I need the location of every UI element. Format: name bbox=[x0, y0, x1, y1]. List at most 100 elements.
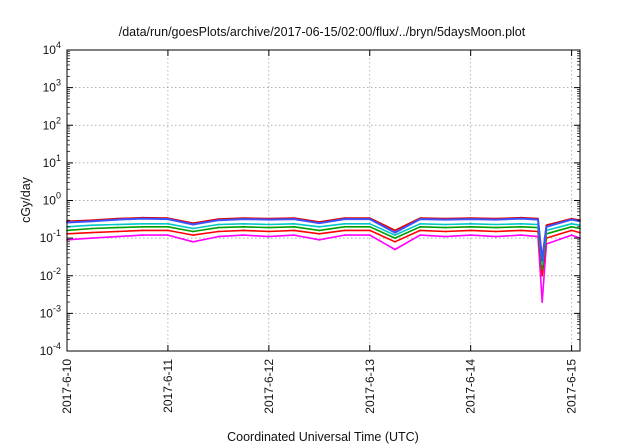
data-point bbox=[318, 229, 321, 232]
series-line bbox=[66, 229, 581, 277]
data-point bbox=[541, 263, 544, 266]
data-point bbox=[242, 225, 245, 228]
data-point bbox=[293, 225, 295, 228]
data-point bbox=[242, 222, 245, 225]
data-point bbox=[419, 225, 422, 228]
data-point bbox=[394, 248, 396, 251]
data-point bbox=[444, 235, 447, 238]
data-point bbox=[217, 219, 220, 222]
data-point bbox=[116, 235, 119, 238]
data-point bbox=[520, 217, 523, 220]
y-tick-label: 10-4 bbox=[40, 341, 61, 358]
data-point bbox=[570, 218, 573, 221]
y-tick-label: 10-2 bbox=[40, 266, 61, 283]
data-point bbox=[267, 230, 270, 233]
data-point bbox=[267, 235, 270, 238]
data-point bbox=[541, 268, 544, 271]
x-tick-label: 2017-6-10 bbox=[60, 359, 74, 414]
data-point bbox=[167, 225, 169, 228]
data-point bbox=[116, 226, 119, 229]
tick-layer: 10-4 10-3 10-2 10-1 100 101 102 103 104 2017-6-10… bbox=[40, 40, 580, 414]
y-tick-label: 10-3 bbox=[40, 303, 61, 320]
data-point bbox=[141, 225, 144, 228]
data-point bbox=[242, 234, 245, 237]
data-point bbox=[91, 231, 94, 234]
data-point bbox=[444, 226, 447, 229]
data-point bbox=[217, 223, 220, 226]
data-point bbox=[570, 222, 573, 225]
data-point bbox=[343, 234, 346, 237]
data-point bbox=[141, 234, 144, 237]
data-point bbox=[343, 229, 346, 232]
y-tick-label: 101 bbox=[43, 153, 61, 170]
data-point bbox=[520, 222, 523, 225]
y-tick-label: 103 bbox=[43, 78, 61, 95]
data-point bbox=[444, 223, 447, 226]
data-point bbox=[343, 222, 346, 225]
data-point bbox=[293, 229, 295, 232]
data-point bbox=[520, 234, 523, 237]
data-point bbox=[318, 232, 321, 235]
grid-layer bbox=[66, 50, 580, 351]
data-point bbox=[394, 234, 396, 237]
data-point bbox=[495, 218, 497, 221]
data-point bbox=[217, 230, 220, 233]
data-point bbox=[116, 230, 119, 233]
data-point bbox=[217, 235, 220, 238]
data-point bbox=[293, 234, 295, 237]
data-point bbox=[343, 218, 346, 221]
x-tick-label: 2017-6-15 bbox=[565, 359, 579, 414]
data-point bbox=[520, 225, 523, 228]
data-point bbox=[368, 225, 371, 228]
data-point bbox=[141, 217, 144, 220]
data-point bbox=[394, 231, 396, 234]
data-point bbox=[293, 218, 295, 221]
data-point bbox=[217, 226, 220, 229]
data-point bbox=[116, 223, 119, 226]
data-point bbox=[192, 223, 195, 226]
series-line bbox=[66, 217, 581, 262]
data-point bbox=[167, 234, 169, 237]
data-point bbox=[318, 222, 321, 225]
data-point bbox=[541, 259, 544, 262]
y-axis-title: cGy/day bbox=[19, 176, 33, 223]
data-point bbox=[444, 230, 447, 233]
data-point bbox=[469, 218, 472, 221]
series-layer bbox=[66, 216, 581, 303]
data-point bbox=[570, 234, 573, 237]
data-point bbox=[419, 234, 422, 237]
data-point bbox=[394, 237, 396, 240]
data-point bbox=[293, 222, 295, 225]
data-point bbox=[116, 218, 119, 221]
data-point bbox=[267, 226, 270, 229]
data-point bbox=[267, 218, 270, 221]
data-point bbox=[141, 229, 144, 232]
data-point bbox=[91, 224, 94, 227]
y-tick-label: 104 bbox=[43, 40, 61, 57]
data-point bbox=[167, 229, 169, 232]
data-point bbox=[495, 223, 497, 226]
x-tick-label: 2017-6-14 bbox=[464, 359, 478, 414]
data-point bbox=[444, 218, 447, 221]
data-point bbox=[91, 220, 94, 223]
data-point bbox=[167, 218, 169, 221]
data-point bbox=[192, 240, 195, 243]
data-point bbox=[537, 218, 539, 221]
data-point bbox=[570, 225, 573, 228]
data-point bbox=[192, 227, 195, 230]
data-point bbox=[469, 234, 472, 237]
data-point bbox=[192, 234, 195, 237]
data-point bbox=[469, 229, 472, 232]
data-point bbox=[242, 218, 245, 221]
data-point bbox=[469, 225, 472, 228]
data-point bbox=[368, 229, 371, 232]
data-point bbox=[368, 234, 371, 237]
chart-title: /data/run/goesPlots/archive/2017-06-15/0… bbox=[119, 25, 526, 39]
data-point bbox=[419, 222, 422, 225]
data-point bbox=[541, 301, 544, 303]
data-point bbox=[167, 222, 169, 225]
data-point bbox=[495, 230, 497, 233]
data-point bbox=[368, 222, 371, 225]
